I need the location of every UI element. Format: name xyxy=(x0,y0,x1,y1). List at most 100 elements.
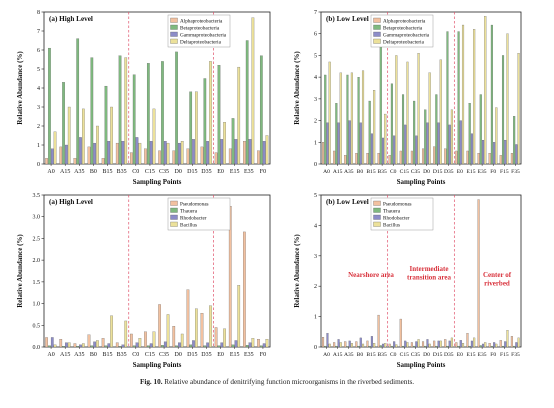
bar xyxy=(404,124,407,165)
bar xyxy=(324,74,327,165)
bar xyxy=(65,342,68,348)
bar xyxy=(413,100,416,165)
x-tick-label: E0 xyxy=(217,169,224,175)
x-tick-label: E15 xyxy=(230,169,240,175)
bar xyxy=(339,72,342,165)
x-tick-label: C0 xyxy=(132,352,139,358)
x-tick-label: D35 xyxy=(201,169,211,175)
bar xyxy=(433,146,436,165)
bar xyxy=(355,341,358,348)
x-tick-label: F35 xyxy=(511,352,520,358)
bar xyxy=(146,63,150,165)
x-tick-label: B35 xyxy=(377,169,387,175)
x-tick-label: D0 xyxy=(175,169,182,175)
bar xyxy=(217,345,221,348)
x-tick-label: C15 xyxy=(145,169,155,175)
bar xyxy=(395,344,398,348)
legend-label: Pseudomonas xyxy=(383,201,412,207)
bar xyxy=(468,345,471,348)
bar xyxy=(484,342,487,348)
legend-label: Bacillus xyxy=(180,222,197,228)
chart-panel-3: 0.0 0.5 1.0 1.5 2.0 2.5 3.0 3.5 A0 A15 A35 B0 B15 B35… xyxy=(16,193,271,369)
bar xyxy=(149,141,153,165)
legend-swatch xyxy=(170,200,178,206)
bar xyxy=(195,91,198,165)
bar xyxy=(62,346,65,348)
bar xyxy=(401,94,405,165)
bar xyxy=(417,53,420,165)
bar xyxy=(195,308,198,348)
bar xyxy=(144,331,147,348)
bar xyxy=(96,125,99,165)
zone-annotation: Intermediate transition area xyxy=(407,265,452,282)
y-tick-label: 4 xyxy=(314,75,317,81)
bar xyxy=(466,333,469,348)
x-tick-label: E0 xyxy=(457,169,463,175)
bar xyxy=(490,345,493,348)
bar xyxy=(110,106,113,165)
bar xyxy=(473,29,476,165)
x-tick-label: D15 xyxy=(433,169,443,175)
y-axis-label: Relative Abundance (%) xyxy=(16,234,24,308)
x-tick-label: E35 xyxy=(478,169,487,175)
caption-label: Fig. 10. xyxy=(139,378,163,386)
legend-label: Betaproteobacteria xyxy=(180,25,220,31)
x-tick-label: D0 xyxy=(175,352,182,358)
y-tick-label: 7 xyxy=(37,29,40,35)
annotation-line: transition area xyxy=(407,274,452,282)
bar xyxy=(368,345,371,348)
bar xyxy=(450,109,453,165)
chart-panel-4: 0 1 2 3 4 5 A0 A15 A35 B0 B15 B35 C0 C15 C35 D0 D15 D35 E0… xyxy=(293,193,522,369)
bar xyxy=(410,150,413,165)
bar xyxy=(220,139,224,165)
bar xyxy=(53,131,57,165)
bar xyxy=(415,341,418,348)
bar xyxy=(417,339,420,348)
y-tick-label: 0.5 xyxy=(33,323,41,329)
bar xyxy=(346,74,349,165)
x-tick-label: A35 xyxy=(74,169,84,175)
bar xyxy=(337,339,340,348)
legend-swatch xyxy=(170,207,178,213)
bar xyxy=(510,153,513,165)
x-tick-label: C15 xyxy=(145,352,155,358)
legend-label: Rhodobacter xyxy=(180,215,207,221)
bar xyxy=(399,150,402,165)
bar xyxy=(490,24,493,165)
y-tick-label: 4 xyxy=(37,86,40,92)
x-tick-label: A0 xyxy=(323,169,330,175)
legend-swatch xyxy=(373,38,381,44)
x-tick-label: C35 xyxy=(159,169,169,175)
legend-label: Deltaproteobacteria xyxy=(383,39,425,45)
bar xyxy=(515,144,518,165)
bar xyxy=(265,135,269,165)
y-axis-label: Relative Abundance (%) xyxy=(293,234,301,308)
legend: AlphaproteobacteriaBetaproteobacteriaGam… xyxy=(167,14,231,48)
x-tick-label: D35 xyxy=(201,352,211,358)
annotation-line: riverbed xyxy=(484,280,510,288)
x-tick-label: E15 xyxy=(466,169,475,175)
bar xyxy=(510,336,513,348)
bar xyxy=(65,144,68,165)
bar xyxy=(223,328,226,348)
panel-title: (b) Low Level xyxy=(326,198,369,206)
bar xyxy=(124,57,128,165)
y-tick-label: 3 xyxy=(314,254,317,260)
bar xyxy=(468,103,471,165)
x-tick-label: E0 xyxy=(217,352,224,358)
x-tick-label: D35 xyxy=(444,169,454,175)
plot-frame xyxy=(320,194,522,348)
x-tick-label: A15 xyxy=(333,169,343,175)
bar xyxy=(355,153,358,165)
bar xyxy=(259,345,263,348)
x-tick-label: D15 xyxy=(187,352,197,358)
x-tick-label: A0 xyxy=(323,352,330,358)
bar xyxy=(79,137,82,165)
bar xyxy=(390,83,393,165)
bar xyxy=(138,338,142,348)
y-tick-label: 2 xyxy=(314,119,317,125)
bar xyxy=(231,344,235,348)
y-tick-label: 7 xyxy=(314,10,317,16)
bar xyxy=(59,339,63,348)
bar xyxy=(45,337,48,348)
